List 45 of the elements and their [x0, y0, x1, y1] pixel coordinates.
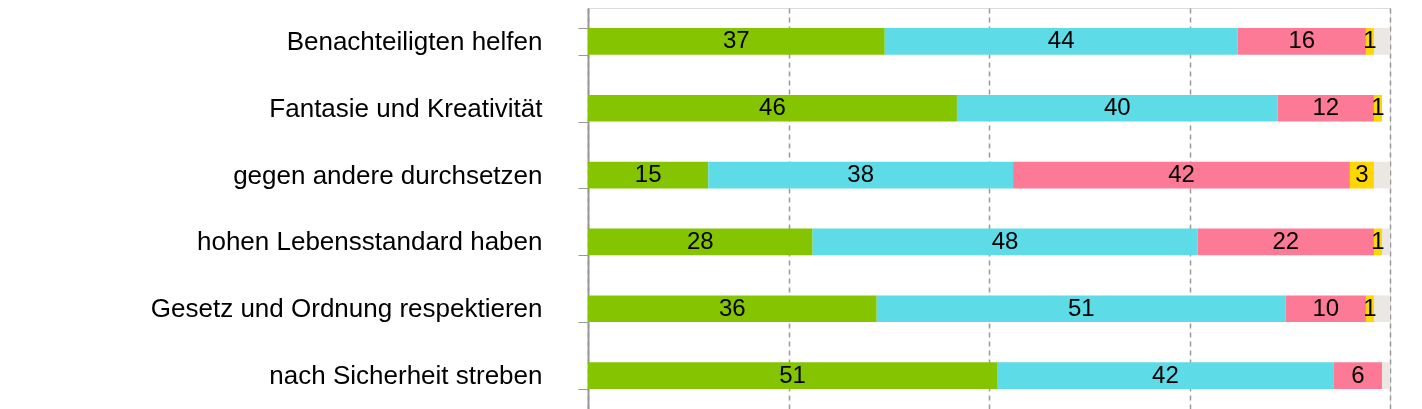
data-label: 51	[1067, 293, 1095, 321]
y-tick-label: Benachteiligten helfen	[286, 25, 543, 56]
data-label: 48	[991, 226, 1019, 254]
y-tick-label: gegen andere durchsetzen	[233, 159, 543, 190]
data-label: 22	[1272, 226, 1300, 254]
bar	[1277, 94, 1374, 122]
y-tick-label: hohen Lebensstandard haben	[196, 226, 543, 257]
data-label: 15	[634, 160, 662, 188]
data-label: 28	[686, 226, 714, 254]
data-label: 42	[1168, 160, 1195, 188]
bar	[997, 362, 1334, 389]
bar	[588, 94, 957, 122]
data-label: 36	[719, 293, 746, 321]
data-label: 16	[1288, 26, 1316, 54]
bar	[956, 94, 1278, 122]
bar	[1381, 362, 1390, 389]
data-label: 6	[1351, 360, 1365, 388]
data-label: 37	[723, 26, 750, 54]
y-tick-label: Fantasie und Kreativität	[269, 92, 544, 123]
bar	[1285, 295, 1366, 323]
bar	[588, 228, 813, 256]
bar	[1333, 362, 1382, 389]
bar	[876, 295, 1286, 323]
data-label: 40	[1103, 93, 1131, 121]
bar	[588, 295, 877, 323]
bar	[588, 161, 709, 189]
bar	[1197, 228, 1374, 256]
bar	[588, 362, 998, 389]
y-tick-label: nach Sicherheit streben	[269, 360, 543, 391]
data-label: 10	[1312, 293, 1340, 321]
bar	[1237, 28, 1366, 55]
bar	[708, 161, 1014, 189]
data-label: 51	[779, 360, 806, 388]
bar	[588, 28, 885, 55]
data-label: 42	[1152, 360, 1179, 388]
bar	[884, 28, 1238, 55]
data-label: 3	[1355, 160, 1369, 188]
bar	[812, 228, 1198, 256]
bar	[1013, 161, 1350, 189]
data-label: 46	[759, 93, 786, 121]
bar	[1373, 161, 1390, 189]
data-label: 38	[847, 160, 875, 188]
data-label: 12	[1312, 93, 1340, 121]
data-label: 44	[1047, 26, 1075, 54]
y-tick-label: Gesetz und Ordnung respektieren	[150, 293, 543, 324]
